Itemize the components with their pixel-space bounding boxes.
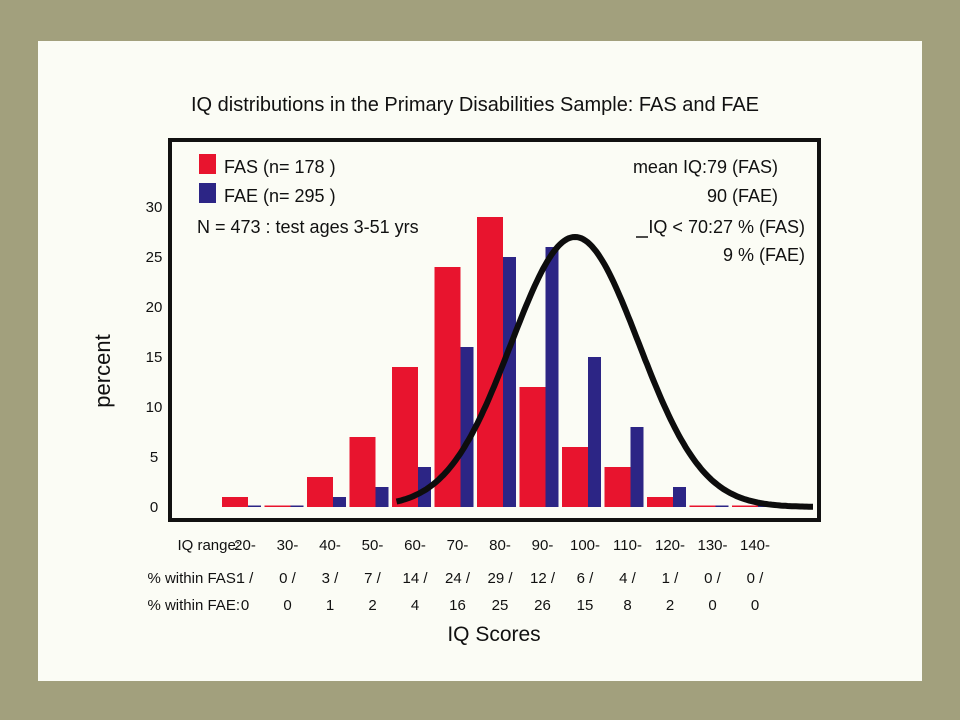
iq-distribution-chart: IQ distributions in the Primary Disabili… bbox=[90, 94, 821, 646]
bar-fas bbox=[562, 447, 588, 507]
bars bbox=[222, 217, 771, 507]
fas-percent-value: 0 / bbox=[704, 570, 722, 587]
iq-range-row: 20- 30- 40- 50- 60- 70- 80- 90- 100- 110- 120- 130-… bbox=[234, 537, 770, 554]
y-tick-label: 25 bbox=[146, 249, 163, 266]
fae-percent-value: 16 bbox=[449, 597, 466, 614]
bar-fas bbox=[519, 387, 546, 507]
fae-percent-value: 0 bbox=[751, 597, 759, 614]
fae-percent-value: 1 bbox=[326, 597, 334, 614]
legend-swatch-fas bbox=[199, 154, 216, 174]
stat-low-iq-fas: IQ < 70:27 % (FAS) bbox=[648, 217, 805, 237]
iq-range-label: 70- bbox=[447, 537, 469, 554]
iq-range-label: 120- bbox=[655, 537, 685, 554]
fas-percent-value: 4 / bbox=[619, 570, 637, 587]
fas-percent-value: 0 / bbox=[747, 570, 765, 587]
legend-note: N = 473 : test ages 3-51 yrs bbox=[197, 217, 419, 237]
bar-fas bbox=[689, 505, 716, 507]
normal-curve bbox=[395, 233, 813, 510]
bar-fas bbox=[307, 477, 333, 507]
bar-fae bbox=[333, 497, 346, 507]
y-tick-label: 10 bbox=[146, 399, 163, 416]
bar-fas bbox=[222, 497, 248, 507]
iq-range-label: 140- bbox=[740, 537, 770, 554]
fae-percent-value: 0 bbox=[283, 597, 291, 614]
bar-fae bbox=[503, 257, 516, 507]
iq-range-label: 50- bbox=[362, 537, 384, 554]
legend-swatch-fae bbox=[199, 183, 216, 203]
fas-percent-value: 7 / bbox=[364, 570, 382, 587]
iq-range-label: 60- bbox=[404, 537, 426, 554]
y-tick-label: 0 bbox=[150, 499, 158, 516]
fas-percent-value: 29 / bbox=[487, 570, 513, 587]
iq-range-label: 20- bbox=[234, 537, 256, 554]
bar-fae bbox=[375, 487, 389, 507]
slide: IQ distributions in the Primary Disabili… bbox=[38, 41, 922, 681]
fas-percent-value: 1 / bbox=[237, 570, 255, 587]
iq-range-label: 40- bbox=[319, 537, 341, 554]
fas-percent-row: 1 / 0 / 3 / 7 / 14 / 24 / 29 / 12 / 6 / 4 / 1 / 0 /… bbox=[237, 570, 765, 587]
fas-percent-value: 0 / bbox=[279, 570, 297, 587]
iq-range-label: 110- bbox=[613, 537, 642, 554]
bar-fae bbox=[630, 427, 644, 507]
row-label-fae: % within FAE: bbox=[147, 597, 240, 614]
fas-percent-value: 14 / bbox=[402, 570, 428, 587]
bar-fas bbox=[477, 217, 503, 507]
row-label-range: IQ range: bbox=[177, 537, 240, 554]
bar-fas bbox=[604, 467, 631, 507]
fas-percent-value: 6 / bbox=[577, 570, 595, 587]
fae-percent-row: 0 0 1 2 4 16 25 26 15 8 2 0 0 bbox=[241, 597, 759, 614]
fae-percent-value: 25 bbox=[492, 597, 509, 614]
y-tick-label: 15 bbox=[146, 349, 163, 366]
y-tick-label: 5 bbox=[150, 449, 158, 466]
fae-percent-value: 0 bbox=[241, 597, 249, 614]
bar-fae bbox=[248, 505, 261, 507]
bar-fae bbox=[673, 487, 686, 507]
iq-range-label: 100- bbox=[570, 537, 600, 554]
y-axis-label: percent bbox=[90, 334, 115, 407]
bar-fas bbox=[264, 505, 291, 507]
iq-range-label: 30- bbox=[277, 537, 299, 554]
bar-fae bbox=[715, 505, 729, 507]
fae-percent-value: 4 bbox=[411, 597, 419, 614]
y-tick-label: 30 bbox=[146, 199, 163, 216]
stat-mean-fae: 90 (FAE) bbox=[707, 186, 778, 206]
fas-percent-value: 1 / bbox=[662, 570, 680, 587]
fae-percent-value: 15 bbox=[577, 597, 594, 614]
y-tick-labels: 0 5 10 15 20 25 30 bbox=[146, 199, 163, 516]
bar-fae bbox=[588, 357, 601, 507]
x-axis-label: IQ Scores bbox=[447, 623, 540, 646]
iq-range-label: 130- bbox=[697, 537, 727, 554]
chart-title: IQ distributions in the Primary Disabili… bbox=[191, 94, 759, 116]
bar-fas bbox=[732, 505, 758, 507]
fas-percent-value: 24 / bbox=[445, 570, 471, 587]
fae-percent-value: 2 bbox=[368, 597, 376, 614]
y-tick-label: 20 bbox=[146, 299, 163, 316]
bar-fas bbox=[392, 367, 418, 507]
fae-percent-value: 0 bbox=[708, 597, 716, 614]
row-label-fas: % within FAS: bbox=[147, 570, 240, 587]
bar-fas bbox=[647, 497, 673, 507]
iq-range-label: 80- bbox=[489, 537, 511, 554]
stat-mean-fas: mean IQ:79 (FAS) bbox=[633, 157, 778, 177]
fae-percent-value: 26 bbox=[534, 597, 551, 614]
plot-frame bbox=[168, 138, 821, 522]
bar-fae bbox=[290, 505, 304, 507]
stat-low-iq-fae: 9 % (FAE) bbox=[723, 245, 805, 265]
legend-label-fae: FAE (n= 295 ) bbox=[224, 186, 336, 206]
iq-range-label: 90- bbox=[532, 537, 554, 554]
legend-label-fas: FAS (n= 178 ) bbox=[224, 157, 336, 177]
fas-percent-value: 3 / bbox=[322, 570, 340, 587]
bar-fae bbox=[545, 247, 559, 507]
fas-percent-value: 12 / bbox=[530, 570, 556, 587]
fae-percent-value: 2 bbox=[666, 597, 674, 614]
bar-fae bbox=[460, 347, 474, 507]
fae-percent-value: 8 bbox=[623, 597, 631, 614]
bar-fas bbox=[349, 437, 376, 507]
